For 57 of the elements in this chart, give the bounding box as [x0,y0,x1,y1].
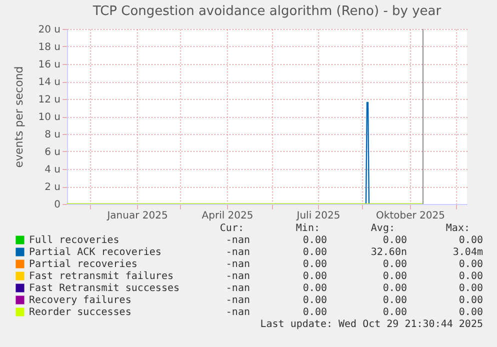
text: 3.04m [452,247,483,258]
text: 0.00 [302,283,327,294]
text: 0.00 [382,307,407,318]
text: Last update: Wed Oct 29 21:30:44 2025 [260,319,483,330]
y-tick-label: 16 u [38,60,60,70]
text: Cur: [220,223,244,234]
text: -nan [226,235,250,246]
text: -nan [226,259,250,270]
text: 0.00 [382,259,407,270]
text: 0.00 [302,295,327,306]
x-tick-label: Oktober 2025 [376,210,445,222]
text: 0.00 [302,247,327,258]
legend-label: Recovery failures [29,295,132,306]
y-axis-title: events per second [12,66,26,168]
text: Avg: [370,223,395,234]
y-tick-label: 4 u [44,164,60,176]
y-tick-label: 8 u [44,130,60,140]
text: 0.00 [382,235,407,246]
legend-label: Partial recoveries [29,259,138,270]
y-tick-label: 18 u [38,42,60,53]
text: 0.00 [382,283,407,294]
y-tick-label: 0 [54,200,60,210]
text: 0.00 [302,307,327,318]
text: 0.00 [458,235,483,246]
text: -nan [226,271,250,282]
legend-label: Partial ACK recoveries [29,247,162,258]
text: 0.00 [458,295,483,306]
text: 0.00 [458,259,483,270]
legend-label: Fast Retransmit successes [29,283,180,294]
text: 32.60n [370,247,407,258]
text: 0.00 [302,235,327,246]
text: -nan [226,307,250,318]
text: -nan [226,295,250,306]
legend-label: Fast retransmit failures [29,271,174,282]
x-tick-label: Januar 2025 [106,210,168,222]
text: Max: [446,223,470,234]
legend-label: Full recoveries [29,235,120,246]
text: 0.00 [458,283,483,294]
text: 0.00 [458,307,483,318]
y-tick-label: 10 u [38,112,60,123]
text: Min: [296,223,320,234]
text: 0.00 [302,259,327,270]
y-tick-label: 20 u [38,24,60,36]
text: 0.00 [302,271,327,282]
text: -nan [226,283,250,294]
y-tick-label: 12 u [38,94,60,106]
text: 0.00 [382,271,407,282]
text: -nan [226,247,250,258]
chart-title: TCP Congestion avoidance algorithm (Reno) - by year [92,4,442,19]
y-tick-label: 2 u [44,182,60,193]
y-tick-label: 6 u [44,147,60,158]
x-tick-label: Juli 2025 [296,210,340,222]
text: 0.00 [382,295,407,306]
x-tick-label: April 2025 [202,210,254,222]
text: 0.00 [458,271,483,282]
y-tick-label: 14 u [38,77,60,88]
legend-label: Reorder successes [29,307,132,318]
